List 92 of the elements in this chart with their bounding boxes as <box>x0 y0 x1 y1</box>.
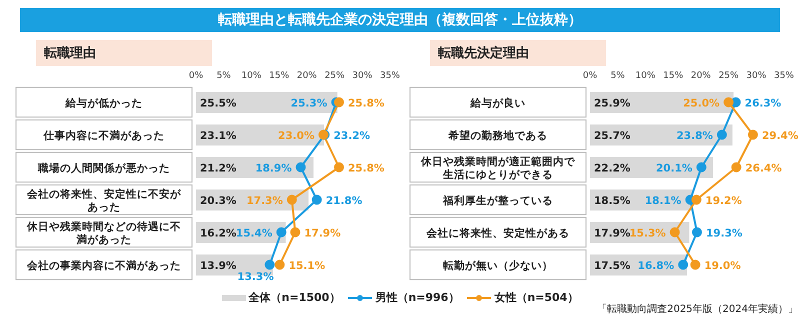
y-tick-label: 会社の事業内容に不満があった <box>26 258 181 272</box>
data-label: 15.1% <box>288 260 326 272</box>
point <box>696 162 706 172</box>
point <box>716 130 727 140</box>
chart-title: 転職理由と転職先企業の決定理由（複数回答・上位抜粋） <box>20 8 780 32</box>
point <box>296 162 306 172</box>
y-tick-label: 福利厚生が整っている <box>442 194 553 207</box>
point <box>334 97 344 108</box>
point <box>290 227 300 238</box>
data-label: 15.3% <box>629 227 666 240</box>
x-tick-label: 5% <box>610 71 626 81</box>
data-label: 23.2% <box>334 130 370 142</box>
x-tick-label: 35% <box>774 71 794 81</box>
data-label: 23.8% <box>676 130 714 142</box>
legend-label: 女性（n=504） <box>493 290 578 305</box>
data-label: 21.8% <box>326 194 363 207</box>
x-tick-label: 20% <box>690 71 712 81</box>
text: 転職理由 <box>36 40 212 66</box>
x-tick-label: 0% <box>582 71 598 81</box>
legend-label: 全体（n=1500） <box>248 290 340 305</box>
data-label: 17.5% <box>594 260 631 272</box>
y-tick-label: 会社に将来性、安定性がある <box>426 226 570 240</box>
data-label: 23.0% <box>278 130 315 142</box>
data-label: 18.1% <box>644 194 682 207</box>
text: 転職先決定理由 <box>430 40 606 66</box>
x-tick-label: 25% <box>324 71 346 81</box>
y-tick-label: 会社の将来性、安定性に不安があった <box>26 187 182 214</box>
x-tick-label: 10% <box>635 71 656 81</box>
bar <box>590 92 734 113</box>
y-tick-label: 仕事内容に不満があった <box>42 128 164 142</box>
x-tick-label: 15% <box>269 71 290 81</box>
data-label: 17.9% <box>594 228 631 240</box>
data-label: 29.4% <box>762 130 799 142</box>
data-label: 26.3% <box>744 97 782 110</box>
data-label: 25.5% <box>200 98 237 110</box>
bar <box>590 124 732 146</box>
point <box>264 260 275 270</box>
text: 「転職動向調査2025年版（2024年実績）」 <box>597 302 798 316</box>
point <box>670 227 680 238</box>
data-label: 15.4% <box>236 227 273 240</box>
data-label: 22.2% <box>594 162 631 174</box>
point <box>274 260 285 270</box>
x-tick-label: 30% <box>746 71 767 81</box>
point <box>312 194 322 205</box>
data-label: 17.3% <box>246 194 284 207</box>
data-label: 25.3% <box>290 97 328 110</box>
y-tick-label: 希望の勤務地である <box>448 128 548 142</box>
point <box>690 260 700 270</box>
y-tick-label: 給与が低かった <box>64 96 142 110</box>
data-label: 25.0% <box>683 97 720 110</box>
data-label: 18.5% <box>594 195 631 207</box>
data-label: 21.2% <box>200 162 237 174</box>
point <box>724 97 734 108</box>
point <box>334 162 344 172</box>
data-label: 17.9% <box>304 227 342 240</box>
data-label: 13.3% <box>237 270 274 283</box>
data-label: 19.3% <box>706 227 743 240</box>
data-label: 25.9% <box>594 98 631 110</box>
data-label: 23.1% <box>200 130 237 142</box>
y-tick-label: 休日や残業時間が適正範囲内で生活にゆとりができる <box>420 154 576 181</box>
data-label: 20.3% <box>200 195 237 207</box>
x-tick-label: 30% <box>352 71 373 81</box>
data-label: 20.1% <box>656 162 693 174</box>
data-label: 19.2% <box>705 194 742 207</box>
data-label: 13.9% <box>200 260 237 272</box>
data-label: 26.4% <box>745 162 782 174</box>
data-label: 16.2% <box>200 228 237 240</box>
data-label: 16.8% <box>638 260 675 272</box>
point <box>748 130 758 140</box>
x-tick-label: 25% <box>718 71 740 81</box>
data-label: 18.9% <box>255 162 292 174</box>
y-tick-label: 職場の人間関係が悪かった <box>37 161 170 174</box>
point <box>691 194 702 205</box>
legend-label: 男性（n=996） <box>374 290 460 305</box>
y-tick-label: 給与が良い <box>470 96 526 110</box>
x-tick-label: 10% <box>241 71 262 81</box>
y-tick-label: 休日や残業時間などの待遇に不満があった <box>26 220 181 246</box>
point <box>286 194 297 205</box>
point <box>692 227 702 238</box>
x-tick-label: 0% <box>188 71 204 81</box>
x-tick-label: 35% <box>380 71 400 81</box>
data-label: 25.8% <box>348 97 385 110</box>
x-tick-label: 20% <box>296 71 318 81</box>
point <box>731 162 742 172</box>
point <box>276 227 286 238</box>
y-tick-label: 転勤が無い（少ない） <box>442 258 553 272</box>
point <box>678 260 688 270</box>
data-label: 19.0% <box>704 260 742 272</box>
x-tick-label: 5% <box>216 71 232 81</box>
data-label: 25.7% <box>594 130 631 142</box>
data-label: 25.8% <box>348 162 385 174</box>
x-tick-label: 15% <box>663 71 684 81</box>
